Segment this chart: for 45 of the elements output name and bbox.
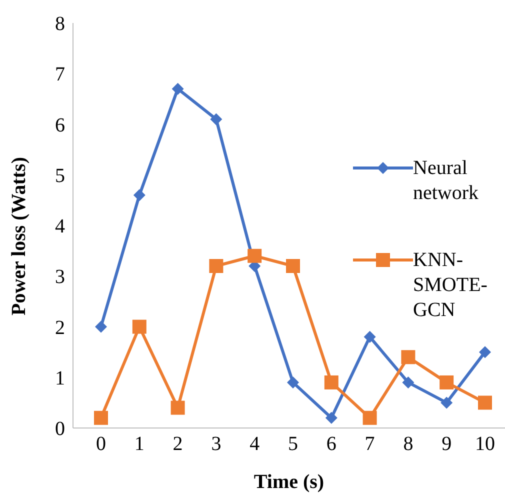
point: [172, 82, 184, 95]
point: [402, 376, 414, 388]
point: [286, 259, 300, 273]
point: [325, 412, 338, 424]
point: [401, 350, 416, 364]
point: [479, 346, 491, 358]
x-tick-label: 8: [403, 433, 414, 456]
x-tick-label: 2: [172, 433, 183, 456]
y-tick-label: 2: [55, 316, 65, 339]
legend-label: Neural network: [413, 156, 480, 206]
x-tick-label: 6: [326, 433, 336, 456]
point: [440, 375, 454, 390]
y-tick-label: 4: [55, 216, 65, 238]
y-axis-title: Power loss (Watts): [8, 157, 30, 316]
x-tick-label: 5: [288, 433, 298, 456]
point: [324, 375, 338, 390]
point: [133, 189, 146, 202]
point: [210, 113, 222, 126]
y-tick-label: 0: [55, 418, 65, 440]
x-tick-label: 1: [134, 433, 144, 456]
legend-label: KNN-SMOTE-GCN: [413, 248, 488, 323]
point: [209, 259, 224, 273]
x-tick-label: 9: [442, 433, 452, 456]
y-tick-label: 5: [55, 164, 65, 187]
y-tick-label: 1: [55, 367, 65, 390]
y-tick-label: 3: [55, 266, 65, 288]
point: [248, 248, 262, 263]
y-tick-label: 8: [55, 13, 65, 36]
x-tick-label: 4: [250, 433, 260, 456]
x-tick-label: 0: [96, 433, 106, 456]
point: [287, 376, 299, 388]
point: [478, 396, 492, 410]
y-tick-label: 6: [55, 114, 65, 136]
x-tick-label: 10: [475, 433, 495, 456]
point: [362, 410, 377, 425]
point: [94, 410, 108, 425]
point: [440, 396, 453, 409]
x-axis-title: Time (s): [254, 471, 324, 493]
point: [132, 320, 146, 334]
y-tick-label: 7: [55, 64, 65, 86]
point: [95, 320, 107, 333]
x-tick-label: 7: [364, 433, 375, 456]
x-tick-label: 3: [211, 433, 222, 456]
point: [170, 400, 185, 415]
point: [364, 330, 376, 343]
